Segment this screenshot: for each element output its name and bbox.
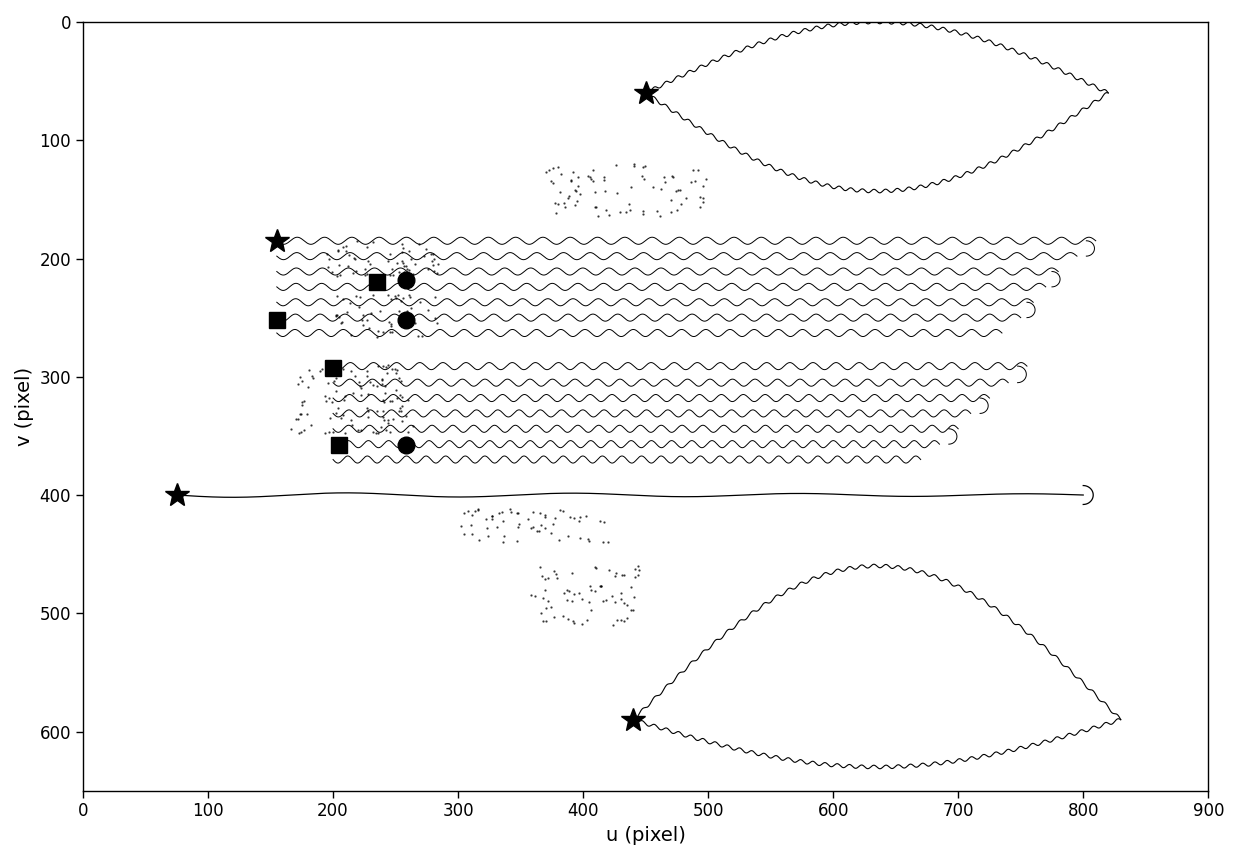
Y-axis label: v (pixel): v (pixel) — [15, 366, 33, 445]
X-axis label: u (pixel): u (pixel) — [606, 826, 685, 845]
